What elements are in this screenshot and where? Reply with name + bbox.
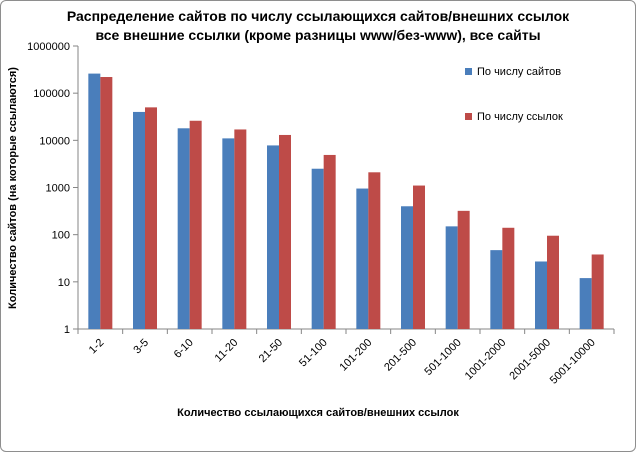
x-tick-label: 51-100	[297, 337, 330, 370]
x-tick-label: 201-500	[382, 337, 419, 374]
chart-subtitle: все внешние ссылки (кроме разницы www/бе…	[95, 27, 540, 43]
bar-links-1001-2000	[502, 227, 515, 329]
bar-links-101-200	[368, 172, 381, 329]
y-tick-label: 1000	[46, 183, 70, 195]
bar-links-1-2	[100, 77, 113, 329]
x-tick-label: 1001-2000	[463, 337, 509, 383]
bar-links-6-10	[189, 120, 202, 329]
bar-sites-3-5	[133, 111, 145, 329]
x-tick-label: 5001-10000	[548, 337, 598, 387]
bar-links-11-20	[234, 129, 247, 329]
y-tick-label: 1000000	[27, 41, 70, 53]
bar-links-2001-5000	[547, 235, 559, 329]
plot-area: 1 10 100 1000 10000 100000 1000000 1-2 3-5 6-10 11…	[27, 41, 615, 387]
bar-sites-101-200	[356, 188, 369, 329]
legend-swatch	[465, 113, 472, 120]
bar-sites-201-500	[401, 206, 413, 329]
y-tick-label: 100000	[33, 88, 70, 100]
bar-sites-2001-5000	[535, 261, 547, 329]
x-tick-label: 2001-5000	[507, 337, 553, 383]
bar-links-21-50	[279, 134, 291, 329]
x-tick-label: 6-10	[172, 337, 196, 361]
legend-swatch	[465, 68, 472, 75]
bar-sites-11-20	[222, 138, 235, 329]
chart-title: Распределение сайтов по числу ссылающихс…	[67, 8, 570, 24]
legend-label: По числу ссылок	[477, 111, 563, 123]
bar-sites-21-50	[267, 145, 279, 329]
y-axis-title: Количество сайтов (на которые ссылаются)	[7, 67, 19, 309]
y-tick-label: 1	[64, 324, 70, 336]
bar-sites-1001-2000	[490, 250, 503, 329]
y-tick-label: 10000	[39, 135, 70, 147]
x-tick-label: 1-2	[87, 337, 107, 357]
bar-links-3-5	[145, 107, 157, 329]
bar-sites-501-1000	[445, 226, 458, 329]
x-tick-label: 101-200	[337, 337, 374, 374]
bar-links-201-500	[413, 185, 425, 329]
bar-links-5001-10000	[591, 254, 604, 329]
bar-sites-5001-10000	[579, 278, 592, 329]
x-axis-title: Количество ссылающихся сайтов/внешних сс…	[177, 407, 459, 419]
x-tick-label: 501-1000	[422, 337, 463, 378]
x-tick-label: 3-5	[131, 337, 151, 357]
bar-links-501-1000	[457, 210, 470, 329]
y-tick-label: 100	[52, 230, 70, 242]
legend-label: По числу сайтов	[477, 66, 561, 78]
bar-sites-51-100	[311, 168, 324, 329]
x-tick-label: 21-50	[257, 337, 285, 365]
bar-sites-6-10	[177, 128, 190, 329]
bar-sites-1-2	[88, 73, 101, 330]
x-tick-label: 11-20	[213, 337, 241, 365]
legend: По числу сайтов По числу ссылок	[465, 66, 563, 123]
y-tick-label: 10	[58, 277, 70, 289]
bar-links-51-100	[323, 154, 336, 329]
